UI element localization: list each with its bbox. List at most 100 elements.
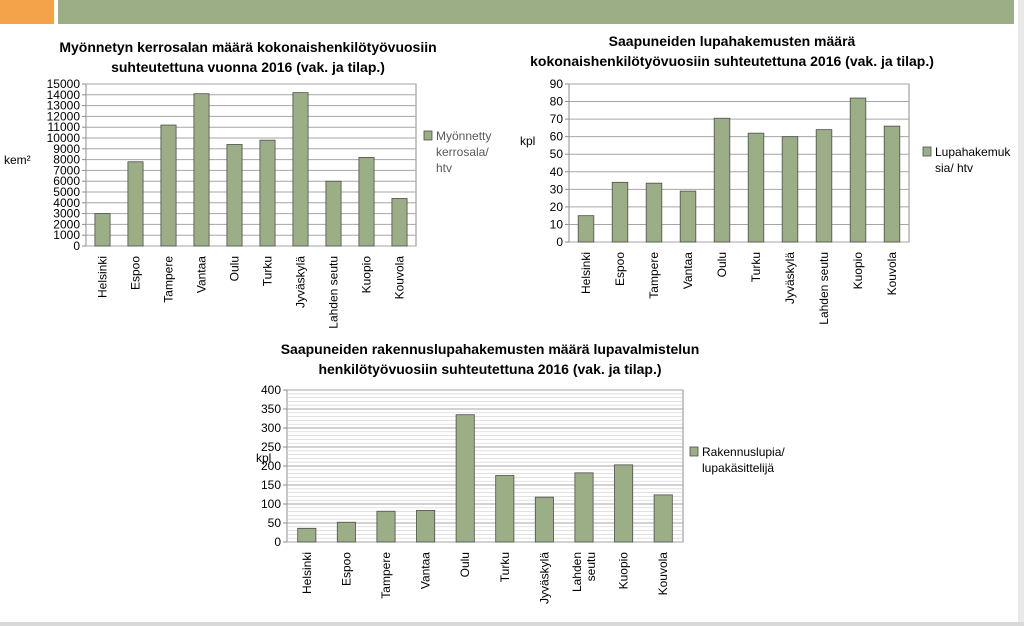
bar xyxy=(336,521,356,543)
x-category-label: Kouvola xyxy=(885,252,899,296)
x-category-label: Tampere xyxy=(647,252,661,299)
bar xyxy=(614,464,634,543)
x-category-label: Oulu xyxy=(715,252,729,277)
y-axis-label: kpl xyxy=(256,451,271,465)
y-tick-label: 15000 xyxy=(47,77,81,91)
x-category-label: Espoo xyxy=(339,552,353,586)
x-category-label: Helsinki xyxy=(300,552,314,594)
x-category-label: Lahden seutu xyxy=(327,256,341,329)
y-tick-label: 11000 xyxy=(48,120,81,134)
x-category-label: Lahden xyxy=(570,552,584,592)
y-tick-label: 13000 xyxy=(47,99,81,113)
x-category-label: Turku xyxy=(498,552,512,582)
bar xyxy=(577,215,595,243)
chart-title: henkilötyövuosiin suhteutettuna 2016 (va… xyxy=(318,361,661,377)
x-category-label: Helsinki xyxy=(96,256,110,298)
bar xyxy=(358,157,375,247)
y-tick-label: 30 xyxy=(550,182,564,196)
y-tick-label: 14000 xyxy=(47,88,81,102)
bar xyxy=(259,139,276,247)
bar xyxy=(391,198,408,247)
x-category-label: Espoo xyxy=(129,256,143,290)
y-tick-label: 6000 xyxy=(53,174,80,188)
y-tick-label: 3000 xyxy=(53,207,80,221)
x-category-label: Kouvola xyxy=(656,552,670,596)
x-category-label: Kuopio xyxy=(360,256,374,294)
y-tick-label: 40 xyxy=(550,165,564,179)
y-tick-label: 80 xyxy=(550,95,564,109)
x-category-label: Helsinki xyxy=(579,252,593,294)
chart-title: Saapuneiden rakennuslupahakemusten määrä… xyxy=(281,341,700,357)
bar xyxy=(679,190,697,243)
x-category-label: Vantaa xyxy=(681,252,695,289)
bar xyxy=(416,510,436,543)
y-tick-label: 100 xyxy=(261,497,281,511)
legend-label: htv xyxy=(436,161,452,175)
x-category-label: Jyväskylä xyxy=(783,252,797,304)
y-tick-label: 200 xyxy=(261,459,281,473)
bar xyxy=(849,97,867,243)
y-tick-label: 300 xyxy=(261,421,281,435)
chart-title: Saapuneiden lupahakemusten määrä xyxy=(609,33,856,49)
y-tick-label: 60 xyxy=(550,130,564,144)
y-tick-label: 20 xyxy=(550,200,564,214)
x-category-label: Lahden seutu xyxy=(817,252,831,325)
x-category-label: Oulu xyxy=(228,256,242,281)
y-tick-label: 10 xyxy=(550,217,564,231)
legend-swatch xyxy=(689,446,699,457)
y-tick-label: 350 xyxy=(261,402,281,416)
bar xyxy=(292,92,309,247)
legend-label: lupakäsittelijä xyxy=(702,461,774,475)
bar xyxy=(653,494,673,543)
x-category-label: Tampere xyxy=(379,552,393,599)
legend-label: Rakennuslupia/ xyxy=(702,445,785,459)
x-category-label: Vantaa xyxy=(195,256,209,293)
bottom-edge xyxy=(0,622,1024,626)
bar xyxy=(297,527,317,543)
header-divider xyxy=(54,0,58,24)
bar xyxy=(94,213,111,247)
y-tick-label: 400 xyxy=(261,383,281,397)
x-category-label: Kuopio xyxy=(851,252,865,290)
y-tick-label: 4000 xyxy=(53,196,80,210)
chart-title: Myönnetyn kerrosalan määrä kokonaishenki… xyxy=(59,39,436,55)
y-tick-label: 10000 xyxy=(47,131,81,145)
x-category-label: Vantaa xyxy=(419,552,433,589)
bar xyxy=(160,124,177,247)
bar xyxy=(495,475,515,543)
y-axis-label: kpl xyxy=(520,134,535,148)
bar xyxy=(376,510,396,543)
y-tick-label: 150 xyxy=(261,478,281,492)
bar xyxy=(534,496,554,543)
y-tick-label: 12000 xyxy=(47,109,81,123)
y-tick-label: 9000 xyxy=(53,142,80,156)
y-tick-label: 0 xyxy=(274,535,281,549)
y-tick-label: 90 xyxy=(550,77,564,91)
header-accent-block xyxy=(0,0,54,24)
x-category-label: Tampere xyxy=(162,256,176,303)
chart-title: suhteutettuna vuonna 2016 (vak. ja tilap… xyxy=(111,59,385,75)
x-category-label: Oulu xyxy=(458,552,472,577)
legend-label: sia/ htv xyxy=(935,161,973,175)
bar xyxy=(747,132,765,243)
bar xyxy=(193,93,210,247)
x-category-label: Jyväskylä xyxy=(537,552,551,604)
x-category-label: seutu xyxy=(584,552,598,581)
y-tick-label: 2000 xyxy=(53,217,80,231)
y-tick-label: 70 xyxy=(550,112,564,126)
x-category-label: Turku xyxy=(261,256,275,286)
bar xyxy=(713,117,731,243)
legend-label: Myönnetty xyxy=(436,129,491,143)
y-tick-label: 0 xyxy=(73,239,80,253)
bar xyxy=(226,144,243,247)
x-category-label: Kuopio xyxy=(617,552,631,590)
legend-swatch xyxy=(922,146,932,157)
y-tick-label: 8000 xyxy=(53,153,80,167)
y-tick-label: 5000 xyxy=(53,185,80,199)
legend-label: kerrosala/ xyxy=(436,145,489,159)
y-tick-label: 50 xyxy=(550,147,564,161)
bar xyxy=(574,472,594,543)
